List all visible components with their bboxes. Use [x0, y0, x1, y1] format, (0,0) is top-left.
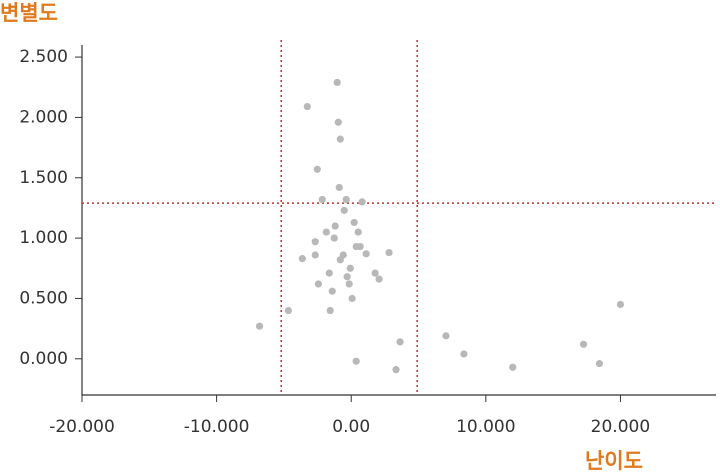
- y-tick-label: 0.000: [19, 349, 68, 369]
- point: [375, 275, 383, 283]
- point: [318, 195, 326, 204]
- point: [313, 165, 321, 173]
- point: [328, 287, 336, 295]
- point: [311, 238, 319, 246]
- point: [334, 118, 342, 126]
- point: [330, 234, 338, 242]
- point: [284, 306, 292, 315]
- y-tick-label: 1.000: [19, 228, 68, 248]
- x-tick-label: -20.000: [49, 417, 115, 437]
- point: [392, 366, 400, 374]
- point: [335, 183, 343, 192]
- point: [358, 198, 366, 206]
- point: [385, 248, 393, 257]
- x-tick-label: 10.000: [456, 417, 515, 437]
- point: [352, 357, 360, 365]
- point: [356, 242, 364, 251]
- y-tick-label: 2.500: [19, 47, 68, 67]
- point: [255, 322, 264, 330]
- x-axis-title: 난이도: [585, 449, 643, 473]
- point: [331, 222, 339, 230]
- point: [595, 360, 604, 368]
- x-tick-label: -10.000: [184, 417, 250, 437]
- point: [348, 294, 356, 303]
- point: [442, 332, 450, 340]
- point: [336, 135, 344, 143]
- point: [350, 218, 358, 227]
- point: [342, 195, 350, 204]
- point: [322, 228, 330, 236]
- point: [396, 338, 404, 346]
- point: [336, 256, 344, 264]
- point: [325, 269, 333, 277]
- y-tick-label: 1.500: [19, 168, 68, 188]
- y-axis-title: 변별도: [0, 1, 58, 25]
- point: [333, 78, 341, 87]
- x-tick-label: 20.000: [591, 417, 650, 437]
- point: [340, 206, 348, 214]
- point: [303, 102, 311, 111]
- y-tick-label: 2.000: [19, 107, 68, 127]
- point: [362, 250, 370, 258]
- point: [345, 280, 353, 288]
- x-tick-label: 0.00: [332, 417, 370, 437]
- y-tick-label: 0.500: [19, 288, 68, 308]
- point: [354, 228, 362, 236]
- point: [343, 273, 351, 281]
- point: [371, 269, 379, 277]
- point: [509, 363, 517, 371]
- point: [616, 300, 625, 309]
- point: [326, 306, 334, 315]
- point: [311, 251, 319, 259]
- point: [298, 255, 306, 263]
- point: [346, 264, 354, 272]
- point: [579, 340, 588, 348]
- point: [460, 350, 468, 358]
- point: [314, 280, 322, 288]
